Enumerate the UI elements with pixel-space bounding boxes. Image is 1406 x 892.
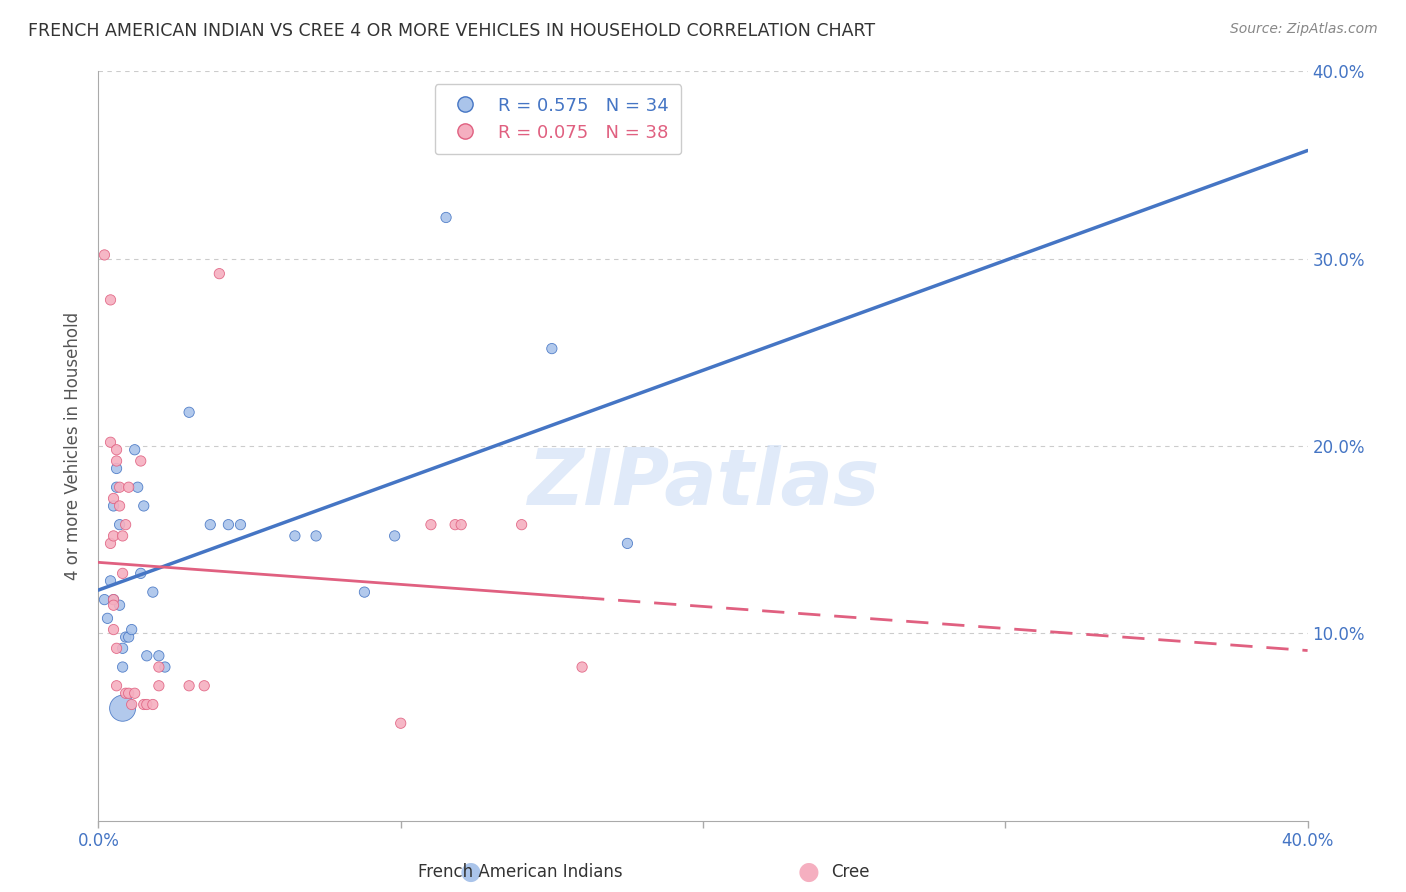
Point xyxy=(135,648,157,663)
Point xyxy=(103,592,125,607)
Point xyxy=(100,574,122,588)
Point xyxy=(111,566,134,581)
Point xyxy=(105,461,128,475)
Point xyxy=(353,585,375,599)
Point xyxy=(129,566,152,581)
Point xyxy=(132,698,155,712)
Point xyxy=(200,517,222,532)
Point xyxy=(132,499,155,513)
Point xyxy=(111,660,134,674)
Point xyxy=(179,405,201,419)
Point xyxy=(105,442,128,457)
Y-axis label: 4 or more Vehicles in Household: 4 or more Vehicles in Household xyxy=(65,312,83,580)
Text: ●: ● xyxy=(460,861,482,884)
Point xyxy=(208,267,231,281)
Point xyxy=(121,623,143,637)
Point xyxy=(616,536,638,550)
Point xyxy=(389,716,412,731)
Point xyxy=(93,592,115,607)
Point xyxy=(148,660,170,674)
Point xyxy=(305,529,328,543)
Point xyxy=(111,529,134,543)
Point xyxy=(284,529,307,543)
Point xyxy=(129,454,152,468)
Point xyxy=(118,686,141,700)
Text: French American Indians: French American Indians xyxy=(418,863,623,881)
Point xyxy=(444,517,467,532)
Text: ●: ● xyxy=(797,861,820,884)
Text: Source: ZipAtlas.com: Source: ZipAtlas.com xyxy=(1230,22,1378,37)
Point xyxy=(148,648,170,663)
Point xyxy=(124,686,146,700)
Point xyxy=(103,623,125,637)
Point xyxy=(114,630,136,644)
Point xyxy=(103,491,125,506)
Point xyxy=(450,517,472,532)
Point xyxy=(193,679,215,693)
Point xyxy=(108,480,131,494)
Point xyxy=(434,211,457,225)
Point xyxy=(124,442,146,457)
Point xyxy=(108,499,131,513)
Point xyxy=(142,698,165,712)
Point xyxy=(105,679,128,693)
Point xyxy=(103,599,125,613)
Point xyxy=(121,698,143,712)
Point xyxy=(100,435,122,450)
Point xyxy=(103,592,125,607)
Point xyxy=(105,454,128,468)
Text: FRENCH AMERICAN INDIAN VS CREE 4 OR MORE VEHICLES IN HOUSEHOLD CORRELATION CHART: FRENCH AMERICAN INDIAN VS CREE 4 OR MORE… xyxy=(28,22,876,40)
Point xyxy=(93,248,115,262)
Point xyxy=(571,660,593,674)
Point xyxy=(111,641,134,656)
Point xyxy=(420,517,443,532)
Legend: R = 0.575   N = 34, R = 0.075   N = 38: R = 0.575 N = 34, R = 0.075 N = 38 xyxy=(434,84,681,154)
Point xyxy=(108,517,131,532)
Point xyxy=(540,342,562,356)
Point xyxy=(229,517,252,532)
Point xyxy=(148,679,170,693)
Point xyxy=(179,679,201,693)
Point xyxy=(142,585,165,599)
Point xyxy=(114,517,136,532)
Text: Cree: Cree xyxy=(831,863,870,881)
Point xyxy=(114,686,136,700)
Point xyxy=(118,480,141,494)
Point xyxy=(100,293,122,307)
Point xyxy=(153,660,176,674)
Point xyxy=(111,701,134,715)
Point xyxy=(105,641,128,656)
Point xyxy=(127,480,149,494)
Point xyxy=(103,499,125,513)
Point xyxy=(100,536,122,550)
Point xyxy=(217,517,239,532)
Point xyxy=(105,480,128,494)
Point xyxy=(103,529,125,543)
Point xyxy=(96,611,118,625)
Point xyxy=(135,698,157,712)
Text: ZIPatlas: ZIPatlas xyxy=(527,445,879,522)
Point xyxy=(510,517,533,532)
Point xyxy=(384,529,406,543)
Point xyxy=(108,599,131,613)
Point xyxy=(118,630,141,644)
